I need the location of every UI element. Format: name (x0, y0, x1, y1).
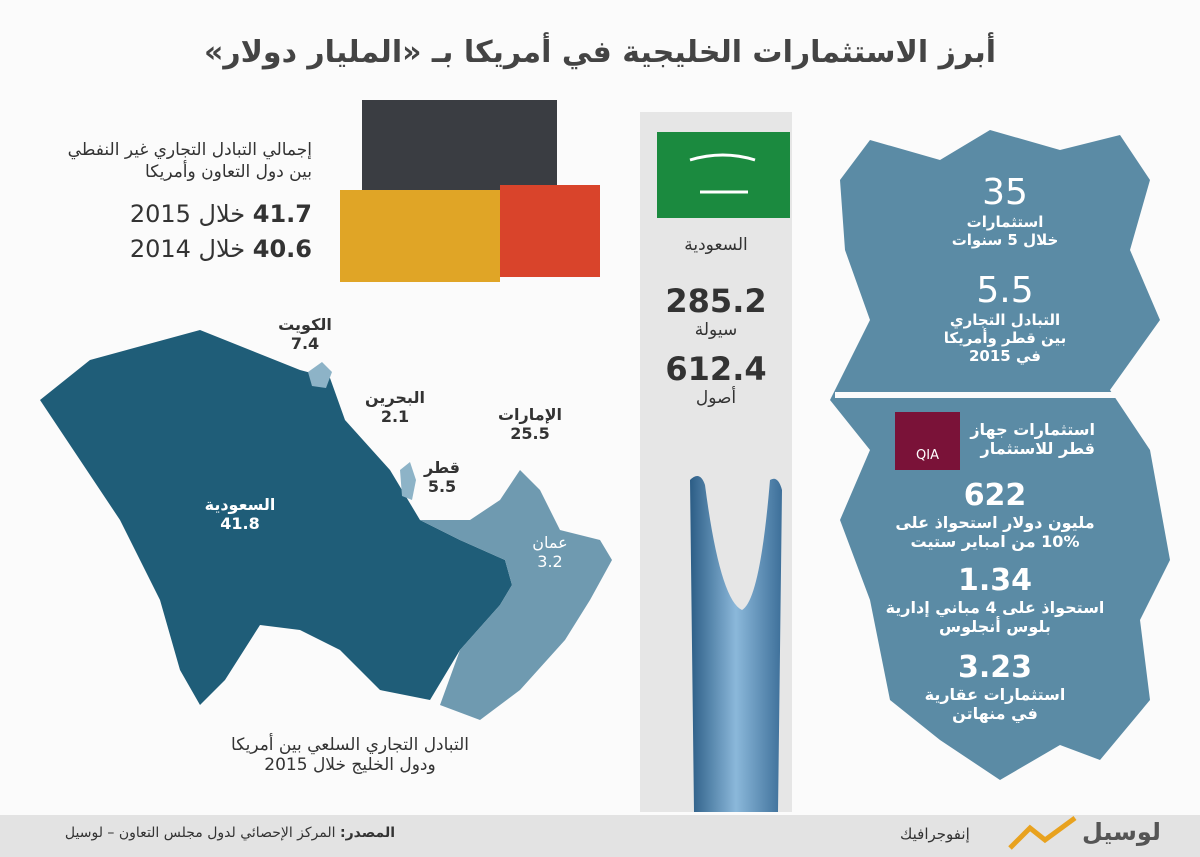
qatar-label: بين قطر وأمريكا (943, 329, 1067, 347)
region-name: الإمارات (497, 405, 563, 424)
region-value: 2.1 (380, 407, 410, 426)
region-value: 3.2 (537, 552, 563, 571)
region-name: السعودية (204, 495, 276, 514)
saudi-label: أصول (695, 388, 737, 408)
saudi-value: 285.2 (665, 282, 767, 320)
trade-label: إجمالي التبادل التجاري غير النفطي (67, 140, 312, 160)
qatar-map (400, 462, 416, 500)
qia-title-line: قطر للاستثمار (980, 439, 1095, 458)
region-name: البحرين (365, 388, 425, 407)
trade-period: خلال 2015 (129, 200, 246, 228)
qatar-label: خلال 5 سنوات (951, 231, 1059, 249)
trade-row: 41.7 خلال 2015 (130, 200, 312, 228)
saudi-flag (657, 132, 790, 218)
qatar-label: في منهاتن (952, 704, 1038, 723)
qia-logo: QIA (916, 448, 939, 463)
region-name: الكويت (278, 315, 332, 334)
region: البحرين 2.1 (360, 388, 430, 426)
source-text: المركز الإحصائي لدول مجلس التعاون – لوسي… (64, 825, 336, 841)
map-caption: التبادل التجاري السلعي بين أمريكا ودول ال… (200, 735, 500, 775)
qatar-label: مليون دولار استحواذ على (895, 513, 1095, 532)
container-red (500, 185, 600, 277)
trade-value: 40.6 (252, 235, 312, 263)
saudi-map (40, 330, 512, 705)
qia-title: استثمارات جهاز قطر للاستثمار (970, 420, 1095, 458)
saudi-label: سيولة (694, 320, 738, 340)
qatar-item: 3.23 استثمارات عقارية في منهاتن (880, 650, 1110, 723)
region-value: 41.8 (220, 514, 260, 533)
container-yellow (340, 190, 500, 282)
kuwait-map (308, 362, 332, 388)
caption-line: التبادل التجاري السلعي بين أمريكا (231, 735, 469, 755)
qatar-value: 622 (963, 478, 1027, 513)
saudi-item: 612.4 أصول (640, 350, 792, 408)
qatar-value: 3.23 (957, 650, 1033, 685)
region-name: عمان (532, 533, 568, 552)
region: عمان 3.2 (520, 533, 580, 571)
kingdom-tower (690, 476, 782, 812)
saudi-value: 612.4 (665, 350, 767, 388)
region-name: قطر (423, 458, 460, 477)
container-black (362, 100, 557, 195)
footer-bar (0, 815, 1200, 857)
qatar-label: استثمارات (966, 213, 1044, 231)
brand-mark (1008, 815, 1077, 850)
region: الإمارات 25.5 (490, 405, 570, 443)
qatar-shape (830, 130, 1170, 780)
trade-row: 40.6 خلال 2014 (130, 235, 312, 263)
qatar-value: 1.34 (957, 563, 1033, 598)
trade-period: خلال 2014 (129, 235, 246, 263)
uae-oman-map (420, 470, 612, 720)
qatar-label: التبادل التجاري (949, 311, 1061, 329)
flag-emblem (689, 153, 756, 194)
title: أبرز الاستثمارات الخليجية في أمريكا بـ «… (203, 35, 997, 70)
footer-section: إنفوجرافيك (900, 825, 970, 843)
region: قطر 5.5 (412, 458, 472, 496)
trade-label: بين دول التعاون وأمريكا (145, 162, 312, 182)
trade-value: 41.7 (252, 200, 312, 228)
region: الكويت 7.4 (270, 315, 340, 353)
qatar-item: 622 مليون دولار استحواذ على 10% من امباير … (880, 478, 1110, 551)
qatar-value: 5.5 (976, 270, 1034, 311)
saudi-item: 285.2 سيولة (640, 282, 792, 340)
source-label: المصدر: (340, 825, 395, 841)
saudi-country: السعودية (684, 235, 748, 255)
region-value: 5.5 (427, 477, 457, 496)
qatar-top: 35 استثمارات خلال 5 سنوات (920, 172, 1090, 249)
region-value: 7.4 (290, 334, 320, 353)
caption-line: ودول الخليج خلال 2015 (264, 755, 436, 775)
qatar-label: بلوس أنجلوس (939, 617, 1051, 636)
qia-logo-box (895, 412, 960, 470)
region-value: 25.5 (510, 424, 550, 443)
qatar-label: 10% من امباير ستيت (910, 532, 1080, 551)
qatar-label: في 2015 (969, 347, 1041, 365)
qia-title-line: استثمارات جهاز (970, 420, 1095, 439)
qatar-top: 5.5 التبادل التجاري بين قطر وأمريكا في 2015 (920, 270, 1090, 365)
qatar-value: 35 (982, 172, 1028, 213)
brand: لوسيل (1082, 818, 1161, 846)
qatar-label: استثمارات عقارية (924, 685, 1066, 704)
source: المصدر: المركز الإحصائي لدول مجلس التعاو… (65, 825, 395, 841)
qatar-label: استحواذ على 4 مباني إدارية (885, 598, 1105, 617)
region: السعودية 41.8 (190, 495, 290, 533)
qatar-item: 1.34 استحواذ على 4 مباني إدارية بلوس أنجلو… (880, 563, 1110, 636)
